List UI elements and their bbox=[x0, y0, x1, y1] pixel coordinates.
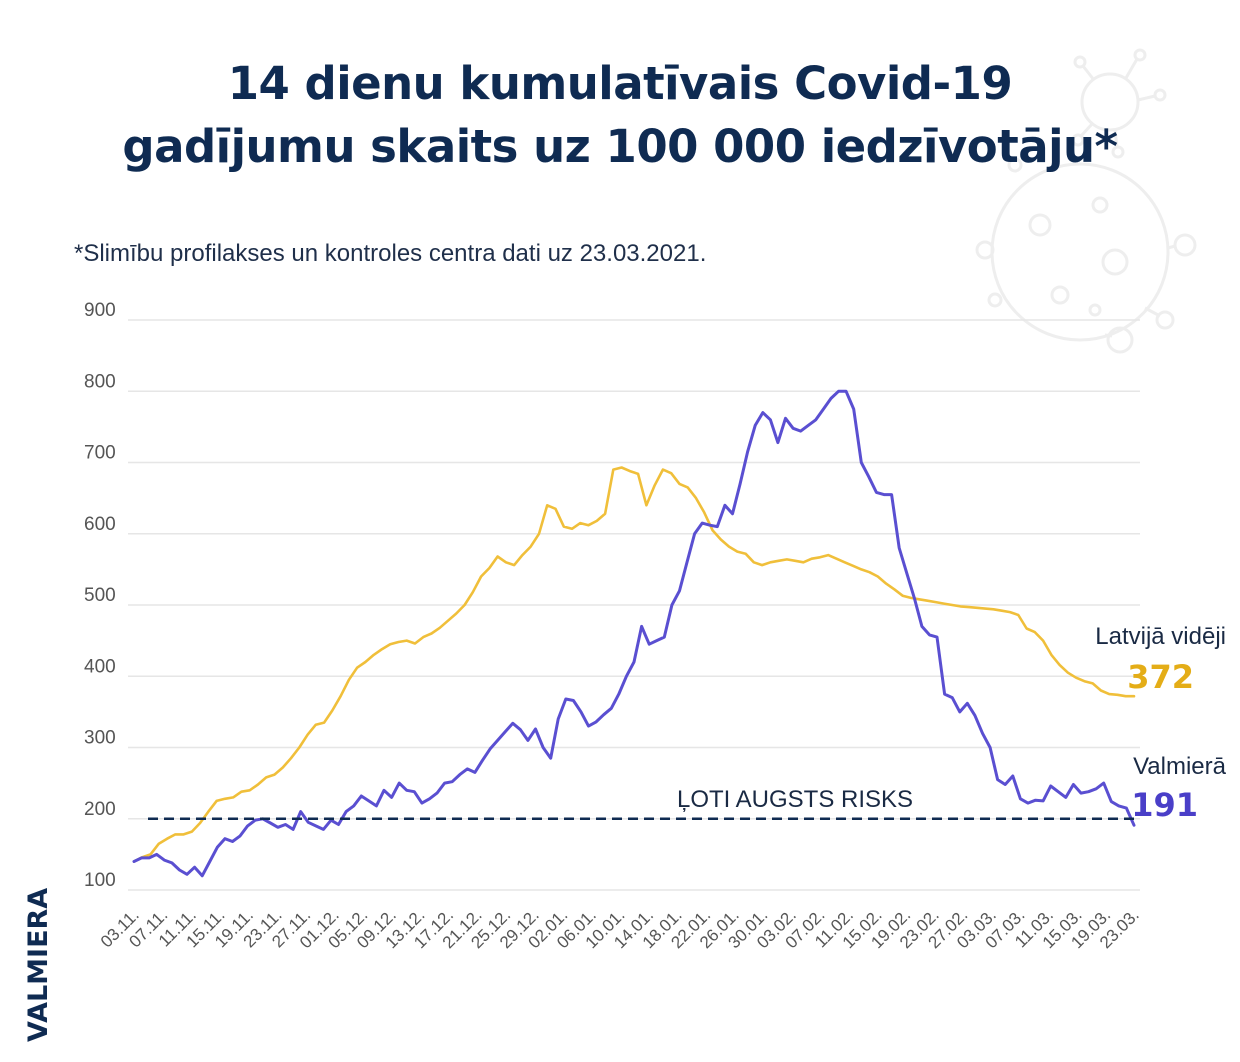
latvia-series-name: Latvijā vidēji bbox=[1095, 623, 1226, 650]
y-tick-label: 800 bbox=[84, 371, 116, 392]
series-line-latvia bbox=[132, 466, 1136, 863]
series-end-labels: Latvijā vidēji 372 Valmierā 191 bbox=[1095, 623, 1226, 824]
threshold-label: ĻOTI AUGSTS RISKS bbox=[677, 786, 913, 813]
x-axis-ticks: 03.11.07.11.11.11.15.11.19.11.23.11.27.1… bbox=[97, 905, 1143, 952]
y-tick-label: 600 bbox=[84, 514, 116, 535]
series-line-valmiera bbox=[132, 389, 1136, 878]
y-tick-label: 900 bbox=[84, 300, 116, 321]
chart-subtitle: *Slimību profilakses un kontroles centra… bbox=[74, 240, 707, 267]
y-tick-label: 400 bbox=[84, 656, 116, 677]
y-tick-label: 200 bbox=[84, 799, 116, 820]
y-tick-label: 700 bbox=[84, 443, 116, 464]
valmiera-series-name: Valmierā bbox=[1133, 753, 1227, 780]
chart-title-line1: 14 dienu kumulatīvais Covid-19 bbox=[227, 57, 1013, 110]
valmiera-logo: VALMIERA bbox=[23, 888, 54, 1042]
brand-text: VALMIERA bbox=[23, 888, 54, 1042]
gridlines bbox=[128, 319, 1140, 891]
y-tick-label: 100 bbox=[84, 870, 116, 891]
series-lines bbox=[132, 389, 1136, 878]
y-tick-label: 500 bbox=[84, 585, 116, 606]
y-tick-label: 300 bbox=[84, 728, 116, 749]
latvia-end-value: 372 bbox=[1127, 658, 1194, 696]
chart-title-line2: gadījumu skaits uz 100 000 iedzīvotāju* bbox=[122, 120, 1118, 173]
chart-title: 14 dienu kumulatīvais Covid-19 gadījumu … bbox=[0, 52, 1240, 178]
y-axis-ticks: 100 200 300 400 500 600 700 800 900 bbox=[84, 300, 116, 891]
threshold-line: ĻOTI AUGSTS RISKS bbox=[148, 786, 1140, 820]
valmiera-end-value: 191 bbox=[1131, 786, 1198, 824]
